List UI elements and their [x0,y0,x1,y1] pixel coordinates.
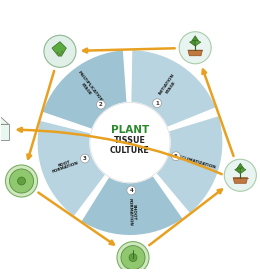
Circle shape [117,242,149,274]
Polygon shape [237,163,244,168]
Circle shape [17,177,25,185]
Polygon shape [233,178,248,183]
Text: 5: 5 [174,154,178,159]
Polygon shape [0,122,1,127]
Circle shape [61,51,63,53]
Polygon shape [0,115,9,124]
Text: TISSUE: TISSUE [114,136,146,145]
Circle shape [5,165,37,197]
Text: PLANT: PLANT [111,125,149,135]
Polygon shape [195,39,201,46]
Text: INITIATION
STAGE: INITIATION STAGE [159,73,180,98]
Circle shape [96,100,105,109]
Circle shape [129,254,137,262]
Text: 2: 2 [99,102,103,107]
Wedge shape [37,120,106,217]
Text: 4: 4 [129,188,133,193]
Text: MULTIPLICATION
STAGE: MULTIPLICATION STAGE [73,70,103,106]
Circle shape [44,35,76,67]
Polygon shape [235,166,240,174]
Polygon shape [52,42,66,56]
Circle shape [90,102,170,183]
Circle shape [10,169,34,193]
Wedge shape [156,115,223,214]
Polygon shape [192,36,198,41]
Wedge shape [42,50,127,130]
Wedge shape [81,176,183,236]
Circle shape [153,99,161,108]
Text: SHOOT
FORMATION: SHOOT FORMATION [127,198,136,226]
Polygon shape [240,166,246,174]
Text: ACCLIMATIZATION: ACCLIMATIZATION [176,154,217,170]
Circle shape [59,53,61,55]
Text: CULTURE: CULTURE [110,146,150,155]
Text: 3: 3 [83,156,87,161]
Polygon shape [190,39,195,46]
Bar [0,124,9,140]
Text: 1: 1 [155,101,159,106]
Circle shape [57,52,58,54]
Circle shape [172,152,180,160]
Wedge shape [131,50,216,128]
Text: ROOT
FORMATION: ROOT FORMATION [50,157,79,174]
Circle shape [127,186,136,195]
Polygon shape [188,50,202,56]
Circle shape [81,154,89,163]
Circle shape [121,246,145,270]
Circle shape [224,159,256,191]
Circle shape [179,32,211,64]
